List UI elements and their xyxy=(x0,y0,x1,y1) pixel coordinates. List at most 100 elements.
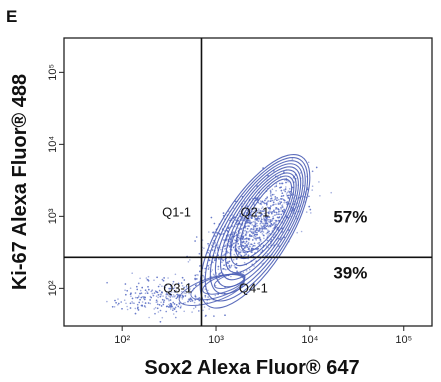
scatter-point xyxy=(260,202,263,204)
scatter-point xyxy=(207,289,209,292)
scatter-point xyxy=(181,290,183,293)
scatter-point xyxy=(198,297,201,299)
scatter-point xyxy=(273,222,275,225)
scatter-point xyxy=(207,265,209,267)
scatter-point xyxy=(276,197,278,199)
scatter-point xyxy=(264,223,266,226)
scatter-point xyxy=(256,222,258,225)
scatter-point xyxy=(259,227,262,230)
scatter-point xyxy=(262,234,265,237)
scatter-point xyxy=(247,231,249,233)
scatter-point xyxy=(191,311,193,313)
scatter-point xyxy=(261,227,264,230)
scatter-point xyxy=(162,303,165,306)
scatter-point xyxy=(106,281,108,284)
contour-line xyxy=(225,169,299,274)
x-axis-label: Sox2 Alexa Fluor® 647 xyxy=(144,357,359,379)
scatter-point xyxy=(280,198,282,200)
scatter-point xyxy=(308,195,310,198)
scatter-point xyxy=(250,251,253,254)
scatter-point xyxy=(170,294,173,296)
scatter-point xyxy=(330,191,333,194)
scatter-point xyxy=(151,290,153,292)
scatter-point xyxy=(237,246,239,248)
scatter-point xyxy=(308,205,311,208)
scatter-point xyxy=(214,258,216,260)
scatter-point xyxy=(213,222,216,225)
scatter-point xyxy=(246,228,249,230)
scatter-point xyxy=(263,227,265,230)
scatter-point xyxy=(269,192,272,195)
scatter-point xyxy=(249,216,252,218)
scatter-point xyxy=(258,242,260,244)
scatter-point xyxy=(167,306,170,308)
scatter-point xyxy=(159,283,161,286)
scatter-point xyxy=(265,245,268,247)
scatter-point xyxy=(243,230,245,232)
scatter-point xyxy=(273,209,275,212)
scatter-point xyxy=(261,206,264,208)
scatter-point xyxy=(296,231,299,234)
scatter-point xyxy=(225,268,227,271)
y-tick-label: 10³ xyxy=(47,208,59,224)
scatter-point xyxy=(289,190,292,193)
contour-line xyxy=(240,178,293,252)
scatter-point xyxy=(169,285,172,287)
scatter-point xyxy=(139,298,141,301)
scatter-point xyxy=(258,208,260,210)
scatter-point xyxy=(268,212,270,215)
scatter-point xyxy=(165,291,168,294)
scatter-point xyxy=(154,306,157,309)
scatter-point xyxy=(193,307,195,310)
scatter-point xyxy=(266,196,269,198)
scatter-point xyxy=(307,161,310,164)
scatter-point xyxy=(144,298,146,301)
scatter-point xyxy=(140,304,143,307)
scatter-point xyxy=(254,223,257,226)
scatter-point xyxy=(282,194,285,197)
scatter-point xyxy=(172,307,174,310)
scatter-point xyxy=(259,238,262,241)
scatter-point xyxy=(263,208,266,210)
y-axis-ticks: 10² 10³ 10⁴ 10⁵ xyxy=(47,64,64,296)
scatter-point xyxy=(255,210,258,212)
scatter-point xyxy=(272,215,274,218)
scatter-point xyxy=(252,226,255,229)
scatter-point xyxy=(233,253,236,256)
scatter-point xyxy=(189,300,192,303)
scatter-point xyxy=(163,277,165,279)
scatter-point xyxy=(207,296,209,298)
scatter-point xyxy=(170,291,173,293)
scatter-point xyxy=(190,298,193,301)
scatter-point xyxy=(280,189,283,192)
scatter-point xyxy=(131,297,134,300)
scatter-point xyxy=(175,297,178,300)
scatter-point xyxy=(237,236,240,239)
scatter-point xyxy=(262,210,264,213)
scatter-point xyxy=(194,306,197,308)
scatter-point xyxy=(239,235,241,237)
scatter-point xyxy=(252,230,254,233)
scatter-point xyxy=(222,259,225,262)
scatter-point xyxy=(188,289,191,292)
scatter-point xyxy=(254,230,256,232)
scatter-point xyxy=(212,231,215,234)
scatter-point xyxy=(265,232,268,235)
scatter-point xyxy=(277,208,280,210)
quadrant-labels: Q1-1 Q2-1 Q3-1 Q4-1 xyxy=(162,204,269,295)
scatter-point xyxy=(275,185,278,187)
scatter-point xyxy=(129,307,132,309)
scatter-point xyxy=(283,199,286,202)
scatter-point xyxy=(246,237,248,239)
scatter-point xyxy=(269,200,272,202)
scatter-point xyxy=(257,247,260,250)
scatter-point xyxy=(214,294,217,297)
scatter-point xyxy=(319,195,321,197)
scatter-point xyxy=(263,226,265,228)
scatter-point xyxy=(163,299,166,302)
scatter-point xyxy=(174,291,177,294)
scatter-point xyxy=(139,277,141,280)
scatter-point xyxy=(203,276,205,278)
scatter-point xyxy=(173,308,176,310)
scatter-point xyxy=(267,246,270,249)
